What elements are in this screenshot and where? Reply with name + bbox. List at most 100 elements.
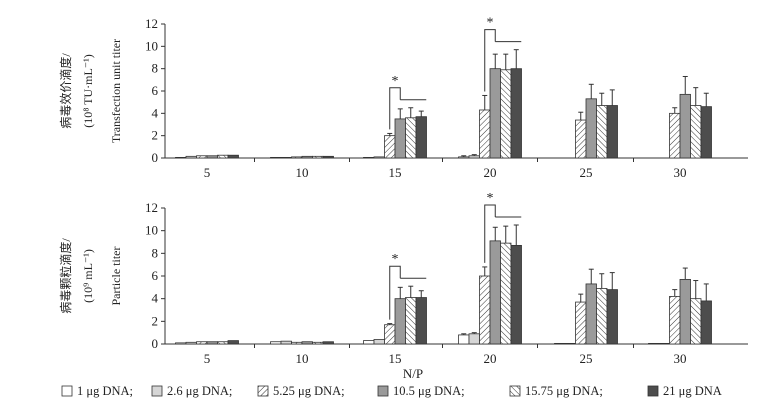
significance-star: * — [392, 74, 399, 89]
bar — [185, 341, 197, 345]
significance-star: * — [392, 252, 399, 267]
bar — [405, 117, 417, 159]
y-tick-label: 6 — [152, 268, 159, 283]
bar — [384, 135, 396, 159]
y-tick-label: 0 — [152, 150, 159, 165]
legend-label: 10.5 μg DNA; — [393, 384, 465, 398]
bar — [280, 340, 292, 345]
bar — [206, 155, 218, 159]
legend-label: 1 μg DNA; — [77, 384, 133, 398]
bar — [554, 342, 566, 345]
bar — [270, 156, 282, 159]
legend-label: 15.75 μg DNA; — [525, 384, 603, 398]
bar — [669, 112, 681, 159]
bar — [510, 68, 522, 159]
bar — [217, 341, 229, 345]
x-axis-label: N/P — [403, 366, 423, 381]
y-tick-label: 8 — [152, 245, 159, 260]
bar — [458, 156, 470, 159]
bar — [585, 283, 597, 345]
x-tick-label: 15 — [389, 351, 402, 366]
y-tick-label: 10 — [145, 223, 158, 238]
y-axis-label-unit: (10⁸ TU·mL⁻¹) — [81, 54, 95, 128]
y-axis-label-cn: 病毒效价滴度/ — [58, 53, 73, 129]
bar — [658, 342, 670, 345]
bar — [489, 240, 501, 345]
y-tick-label: 12 — [145, 200, 158, 215]
bar — [690, 105, 702, 159]
y-tick-label: 2 — [152, 128, 159, 143]
x-tick-label: 30 — [674, 351, 687, 366]
x-tick-label: 10 — [296, 165, 309, 180]
significance-star: * — [487, 191, 494, 206]
legend-swatch — [509, 385, 521, 397]
bar — [322, 155, 334, 159]
bar — [175, 342, 187, 345]
bar — [585, 98, 597, 159]
bar — [217, 154, 229, 159]
bar — [479, 109, 491, 159]
legend-swatch — [151, 385, 163, 397]
significance-bracket — [389, 265, 401, 320]
bar — [291, 341, 303, 345]
y-axis-label-en: Particle titer — [109, 247, 123, 306]
bar — [596, 288, 608, 345]
bar — [227, 340, 239, 345]
bar — [373, 339, 385, 345]
bar — [606, 105, 618, 159]
bar — [363, 156, 375, 159]
bar — [679, 93, 691, 159]
legend-swatch — [377, 385, 389, 397]
bar — [206, 341, 218, 345]
y-tick-label: 0 — [152, 336, 159, 351]
bar — [301, 341, 313, 345]
legend: 1 μg DNA; 2.6 μg DNA; 5.25 μg DNA; 10.5 μg … — [61, 384, 722, 398]
bar — [690, 298, 702, 345]
bar — [468, 155, 480, 159]
bar — [373, 156, 385, 159]
legend-label: 21 μg DNA — [663, 384, 722, 398]
legend-label: 5.25 μg DNA; — [273, 384, 345, 398]
bar — [415, 116, 427, 159]
bar — [479, 275, 491, 345]
y-tick-label: 4 — [152, 291, 159, 306]
x-tick-label: 15 — [389, 165, 402, 180]
bar — [322, 341, 334, 345]
x-tick-label: 25 — [580, 165, 593, 180]
y-axis-label-cn: 病毒颗粒滴度/ — [58, 238, 73, 314]
bar — [363, 340, 375, 345]
bar — [669, 295, 681, 345]
bar — [394, 118, 406, 159]
legend-label: 2.6 μg DNA; — [167, 384, 232, 398]
significance-bracket — [484, 204, 496, 263]
bar — [500, 242, 512, 345]
bar — [489, 68, 501, 159]
x-tick-label: 5 — [204, 165, 211, 180]
bar — [458, 334, 470, 345]
bar — [384, 324, 396, 345]
bar — [468, 333, 480, 345]
bar — [679, 278, 691, 345]
x-tick-label: 30 — [674, 165, 687, 180]
bar — [500, 69, 512, 159]
y-axis-label-unit: (10⁹ mL⁻¹) — [81, 249, 95, 303]
bar — [270, 341, 282, 345]
significance-bracket — [484, 29, 496, 92]
y-axis-label-en: Transfection unit titer — [109, 39, 123, 143]
bar — [596, 105, 608, 159]
bar — [700, 300, 712, 345]
bar — [280, 156, 292, 159]
bar — [196, 155, 208, 159]
bar — [575, 301, 587, 345]
bar — [301, 155, 313, 159]
legend-swatch — [257, 385, 269, 397]
y-tick-label: 6 — [152, 83, 159, 98]
chart-panel-particle-titer: 0 2 4 6 8 10 12 5 10 15 20 25 30 病毒颗粒滴度/ (10⁹ mL⁻¹) Par… — [58, 191, 748, 366]
bar — [185, 155, 197, 159]
legend-swatch — [647, 385, 659, 397]
x-tick-label: 25 — [580, 351, 593, 366]
bar — [405, 297, 417, 345]
bar — [564, 342, 576, 345]
bar — [606, 289, 618, 345]
